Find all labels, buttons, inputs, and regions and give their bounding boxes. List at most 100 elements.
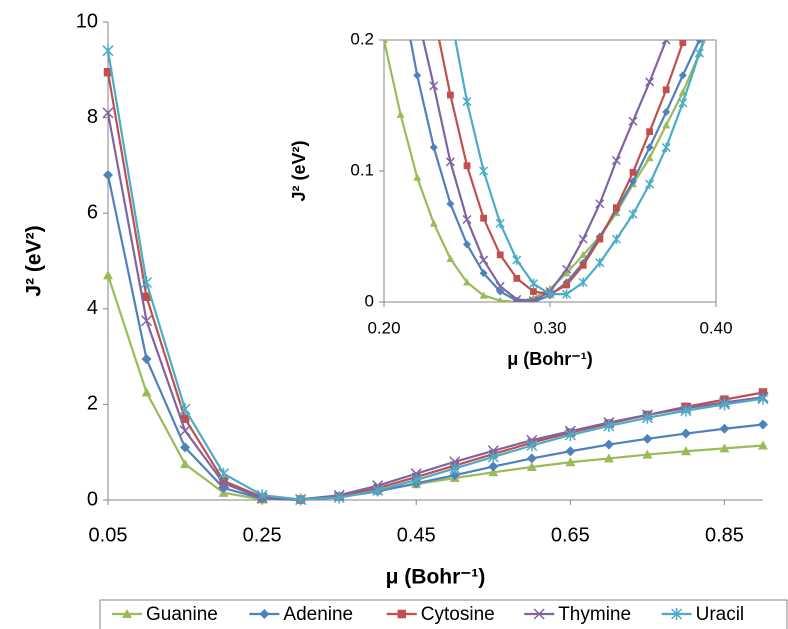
marker [513,275,521,282]
legend-marker [671,608,683,620]
y-tick-label: 6 [87,201,98,223]
marker [719,423,730,434]
marker [719,443,730,453]
x-tick-label: 0.05 [89,524,128,546]
y-tick-label: 4 [87,297,98,319]
marker [595,199,605,209]
marker [449,470,460,481]
plot-area [102,44,769,506]
marker [429,219,438,227]
marker [562,289,572,299]
marker [642,433,653,444]
marker [496,287,505,296]
marker [613,204,620,212]
marker [603,439,614,450]
y-tick-label: 8 [87,106,98,128]
marker [758,419,768,430]
marker [512,294,522,302]
marker [463,162,471,170]
marker [565,446,576,457]
marker [218,467,230,480]
legend-label: Adenine [283,604,353,625]
marker [562,269,571,277]
marker [372,484,384,497]
marker [103,67,113,77]
marker [564,428,576,441]
x-tick-label: 0.25 [243,524,282,546]
y-tick-label: 0 [87,488,98,510]
marker [680,446,691,456]
marker [384,40,388,44]
marker [479,255,489,265]
x-tick-label: 0.30 [533,318,566,337]
marker [103,270,113,280]
marker [661,40,671,45]
marker [712,0,720,5]
series-line [106,274,764,501]
marker [429,81,439,91]
marker [526,439,538,452]
marker [718,398,731,411]
marker [528,296,538,302]
marker [562,264,572,274]
marker [662,86,670,94]
marker [758,388,768,397]
series-line [106,50,764,501]
marker [142,292,151,302]
marker [645,143,654,152]
marker [102,107,114,119]
marker [103,169,113,180]
marker [678,98,688,108]
marker [479,269,488,278]
marker [680,428,691,439]
series-line [106,112,764,501]
marker [141,353,152,364]
y-tick-label: 10 [76,10,98,32]
x-tick-label: 0.20 [367,318,400,337]
marker [140,315,153,327]
legend-label: Uracil [696,604,745,625]
y-tick-label: 0 [365,291,374,310]
marker [662,108,671,117]
marker [497,296,504,302]
x-tick-label: 0.45 [397,524,436,546]
marker [429,143,438,152]
marker [447,91,454,99]
marker [758,440,768,450]
y-axis-label: J² (eV²) [23,225,46,296]
marker [526,453,537,464]
marker [462,214,472,225]
marker [530,288,537,295]
marker [712,0,720,6]
marker [479,166,489,176]
marker [180,414,190,423]
marker [757,392,769,405]
legend-marker [533,608,545,620]
marker [295,493,307,506]
legend-marker [259,609,270,619]
marker [526,462,537,472]
marker [463,278,471,286]
marker [495,281,505,291]
marker [563,281,570,289]
marker [642,449,653,459]
plot-area [384,0,720,302]
marker [180,442,191,453]
marker [102,44,114,57]
marker [596,235,604,243]
marker [140,276,153,289]
marker [430,10,437,17]
marker [333,491,345,504]
marker [462,96,472,107]
marker [629,168,637,176]
marker [628,209,638,220]
legend-marker [122,609,132,618]
marker [578,234,588,244]
marker [611,234,621,244]
x-tick-label: 0.85 [705,524,744,546]
marker [446,254,455,262]
marker [141,387,152,397]
marker [396,110,405,118]
marker [496,251,504,259]
